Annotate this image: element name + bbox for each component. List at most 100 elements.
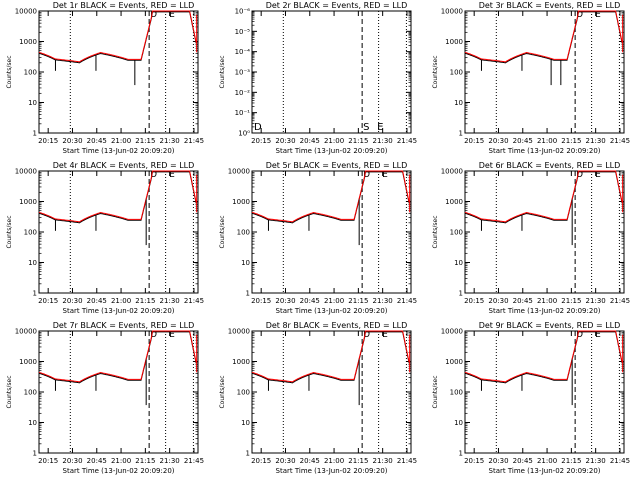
x-tick-label: 20:30 [488,457,508,465]
y-axis-label: Counts/sec [432,375,439,408]
x-tick-label: 20:45 [513,457,533,465]
y-tick-label: 100 [450,229,463,237]
x-tick-label: 21:45 [184,137,204,145]
plot-frame [464,10,625,134]
y-tick-label: 10⁻³ [235,69,251,77]
x-tick-label: 21:15 [135,457,155,465]
marker-label-e: E [595,10,601,20]
marker-label-e: E [169,170,175,180]
x-tick-label: 21:15 [348,137,368,145]
y-axis-label: Counts/sec [6,375,13,408]
marker-label-e: E [169,10,175,20]
x-axis-label: Start Time (13-Jun-02 20:09:20) [489,147,601,155]
x-tick-label: 21:30 [373,457,393,465]
x-tick-label: 21:30 [160,457,180,465]
x-tick-label: 21:30 [586,297,606,305]
x-tick-label: 21:45 [184,457,204,465]
marker-label-e: E [595,330,601,340]
plot-frame [464,170,625,294]
x-tick-label: 21:00 [537,457,557,465]
x-tick-label: 21:30 [586,457,606,465]
y-tick-label: 10⁻⁴ [235,48,251,56]
y-tick-label: 1000 [445,198,463,206]
x-axis-label: Start Time (13-Jun-02 20:09:20) [63,147,175,155]
y-axis-label: Counts/sec [432,55,439,88]
y-tick-label: 10000 [15,328,37,336]
y-tick-label: 1000 [232,358,250,366]
panel-title: Det 9r BLACK = Events, RED = LLD [479,321,621,330]
y-tick-label: 1 [459,130,463,138]
lld-series-line [464,10,623,63]
marker-label-e: E [169,330,175,340]
x-tick-label: 20:15 [38,137,58,145]
y-tick-label: 10000 [228,328,250,336]
x-tick-label: 20:45 [513,137,533,145]
panel-title: Det 1r BLACK = Events, RED = LLD [53,1,195,10]
x-tick-label: 21:45 [610,297,630,305]
x-axis-label: Start Time (13-Jun-02 20:09:20) [276,307,388,315]
marker-label-e: E [382,170,388,180]
x-tick-label: 20:45 [87,297,107,305]
x-tick-label: 21:15 [561,457,581,465]
x-tick-label: 21:00 [111,137,131,145]
x-tick-label: 20:15 [38,457,58,465]
y-tick-label: 1 [33,130,37,138]
panel-title: Det 7r BLACK = Events, RED = LLD [53,321,195,330]
y-tick-label: 10 [28,99,37,107]
y-tick-label: 1 [246,450,250,458]
panel-title: Det 3r BLACK = Events, RED = LLD [479,1,621,10]
y-tick-label: 10 [454,259,463,267]
x-tick-label: 21:45 [184,297,204,305]
panel-title: Det 2r BLACK = Events, RED = LLD [266,1,408,10]
x-tick-label: 20:15 [251,137,271,145]
x-tick-label: 20:45 [87,457,107,465]
y-tick-label: 1 [459,450,463,458]
y-axis-label: Counts/sec [6,215,13,248]
x-tick-label: 21:45 [397,297,417,305]
y-tick-label: 1000 [19,358,37,366]
marker-label-d: D [150,10,157,20]
y-tick-label: 1000 [19,198,37,206]
y-tick-label: 10 [241,419,250,427]
x-tick-label: 21:45 [397,137,417,145]
y-tick-label: 1 [33,450,37,458]
detector-panel: Det 4r BLACK = Events, RED = LLD Counts/s… [6,161,204,315]
y-tick-label: 100 [450,69,463,77]
y-tick-label: 10000 [15,8,37,16]
y-tick-label: 1 [246,290,250,298]
marker-label-d: D [150,330,157,340]
x-tick-label: 20:15 [251,297,271,305]
y-tick-label: 1 [459,290,463,298]
lld-series-line [38,10,197,63]
x-tick-label: 21:30 [160,137,180,145]
x-tick-label: 21:00 [537,297,557,305]
y-tick-label: 10 [241,259,250,267]
x-tick-label: 20:30 [275,137,295,145]
y-tick-label: 100 [24,389,37,397]
marker-label-d: D [576,330,583,340]
y-axis-label: Counts/sec [432,215,439,248]
detector-panel: Det 5r BLACK = Events, RED = LLD Counts/s… [219,161,417,315]
x-axis-label: Start Time (13-Jun-02 20:09:20) [489,467,601,475]
x-tick-label: 20:30 [488,297,508,305]
y-axis-label: Counts/sec [6,55,13,88]
y-axis-label: Counts/sec [219,215,226,248]
x-tick-label: 21:00 [324,137,344,145]
y-axis-label: Counts/sec [219,55,226,88]
y-tick-label: 10 [28,419,37,427]
y-tick-label: 10⁻⁶ [235,8,251,16]
detector-panel: Det 3r BLACK = Events, RED = LLD Counts/s… [432,1,630,155]
marker-label-e: E [382,330,388,340]
y-tick-label: 10⁻⁵ [235,28,251,36]
x-tick-label: 20:30 [62,297,82,305]
panel-title: Det 5r BLACK = Events, RED = LLD [266,161,408,170]
x-tick-label: 20:30 [62,457,82,465]
detector-panel: Det 6r BLACK = Events, RED = LLD Counts/s… [432,161,630,315]
x-tick-label: 20:30 [275,297,295,305]
y-tick-label: 10 [454,99,463,107]
y-tick-label: 100 [237,229,250,237]
x-tick-label: 20:15 [251,457,271,465]
y-axis-label: Counts/sec [219,375,226,408]
lld-series-line [251,330,410,383]
x-tick-label: 21:15 [135,137,155,145]
